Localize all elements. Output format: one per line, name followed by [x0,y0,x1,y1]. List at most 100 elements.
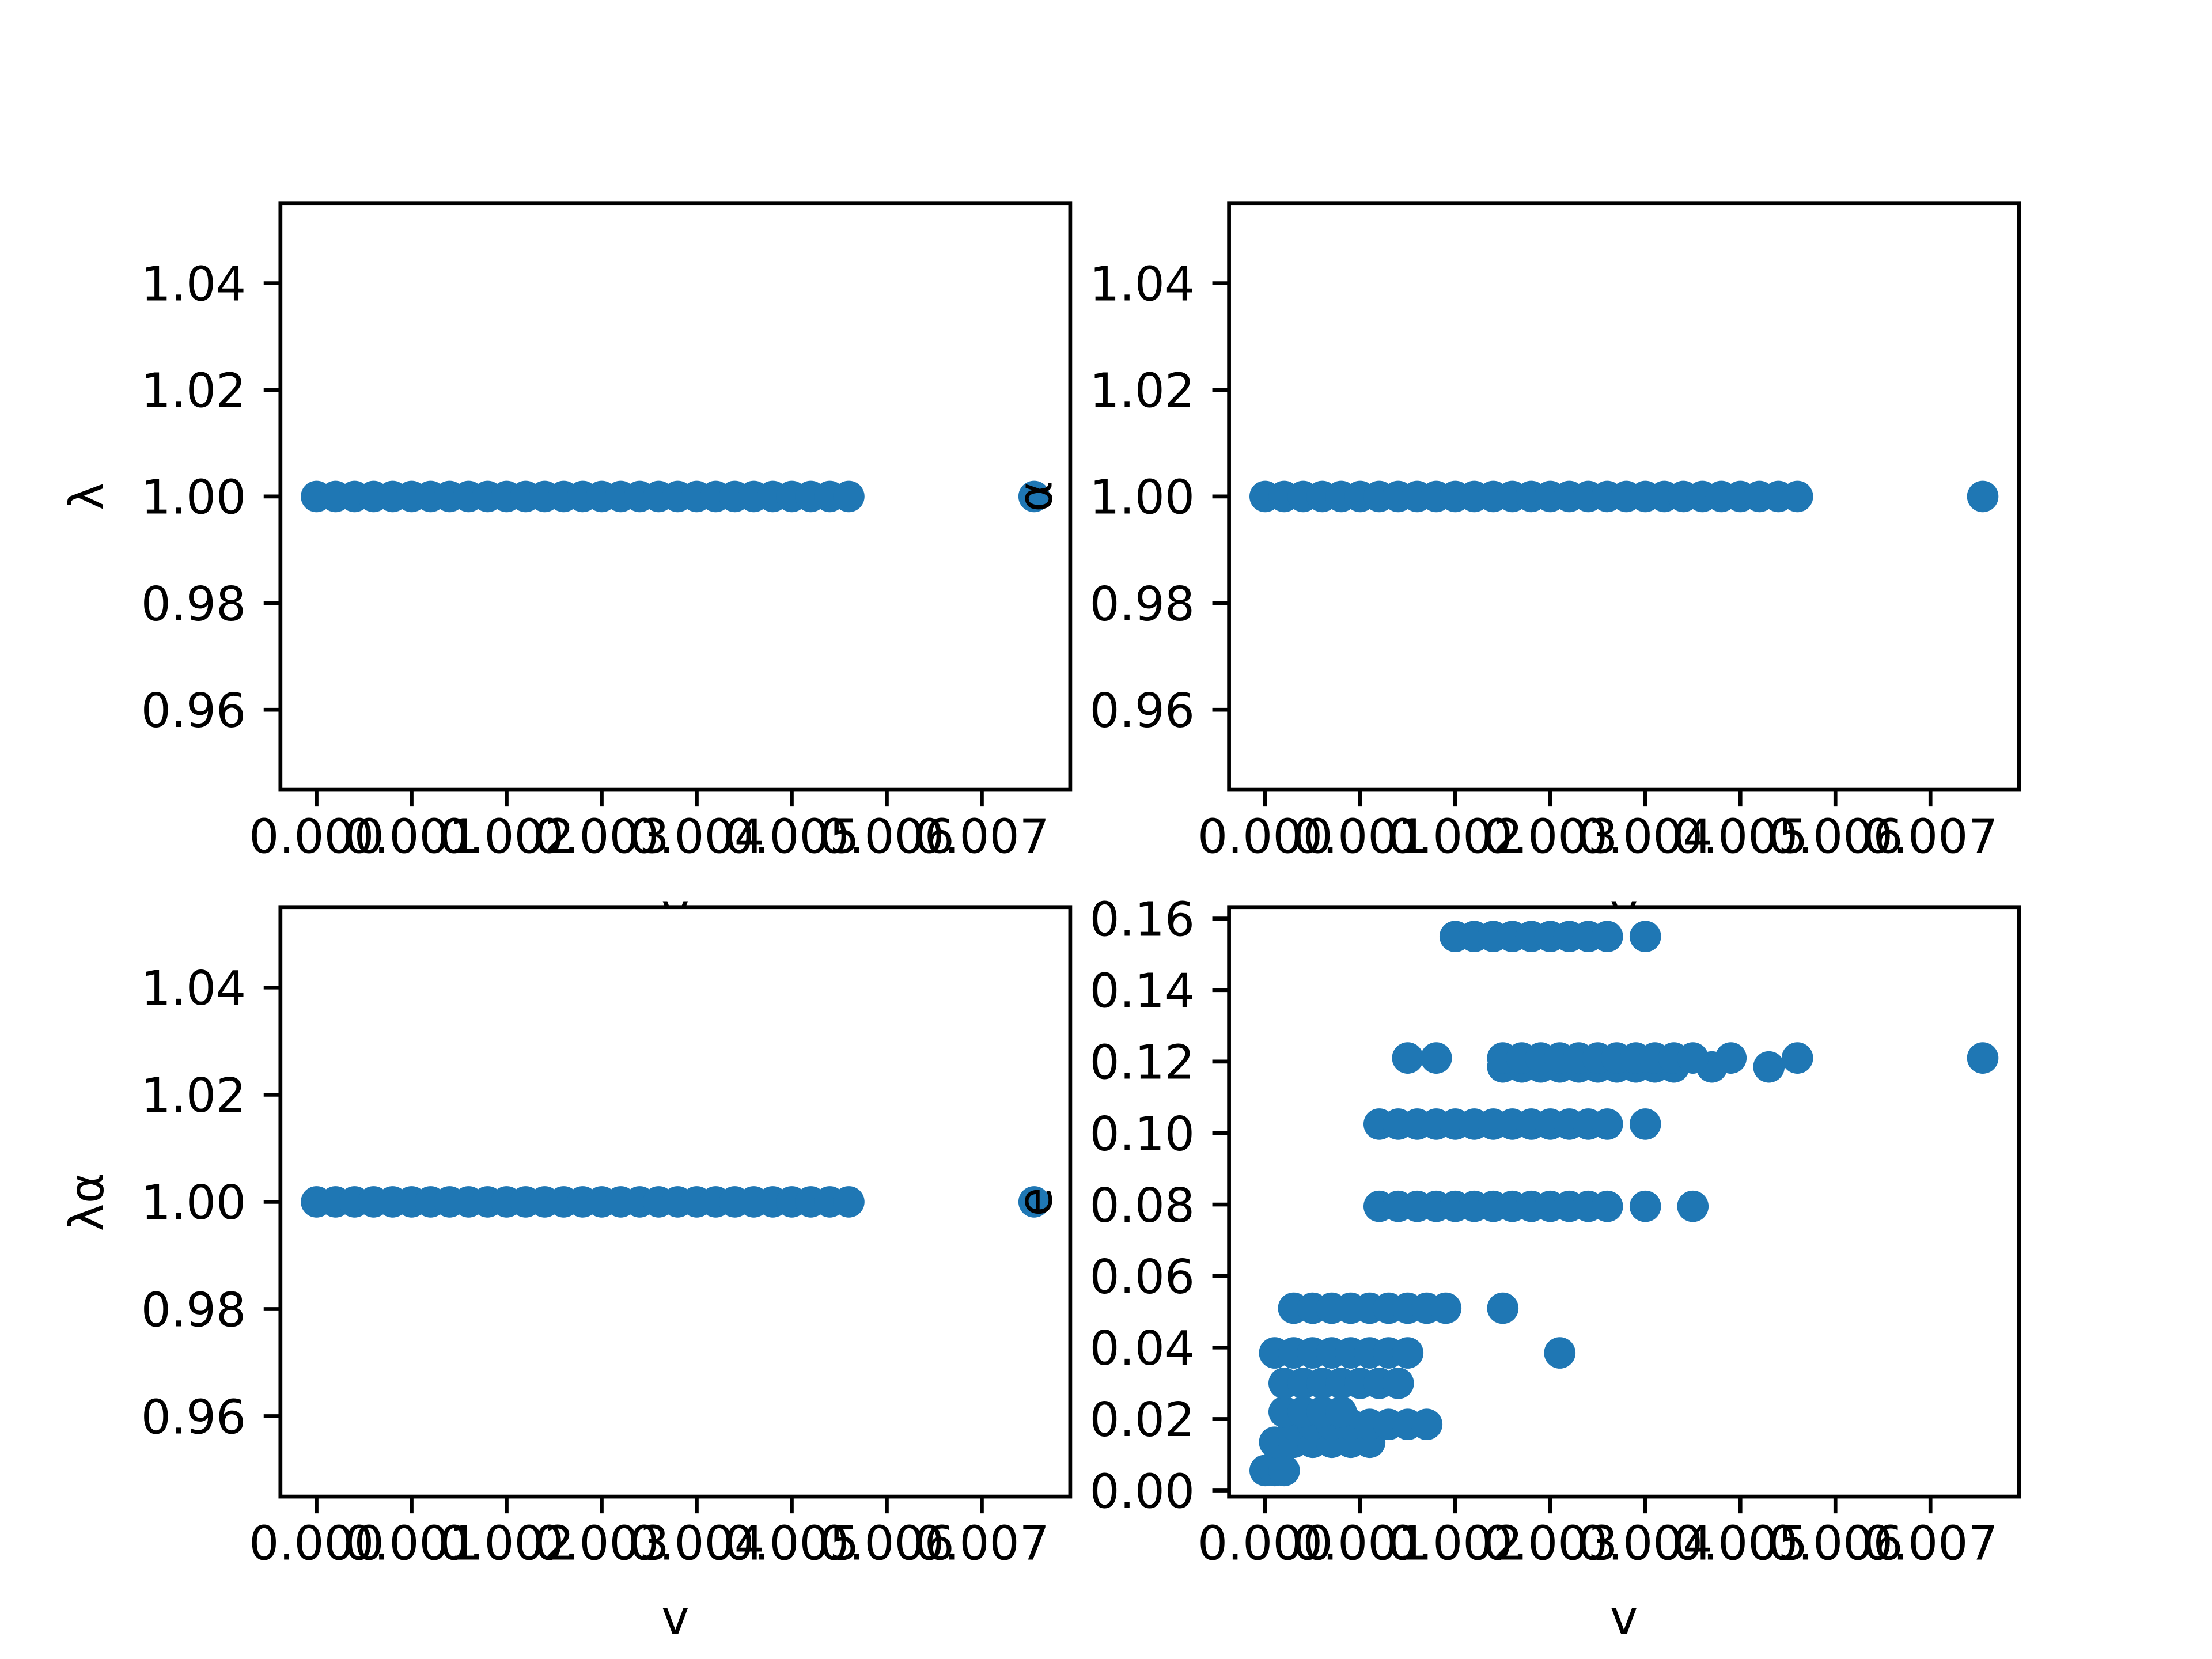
x-tick-label: 0.001 [1293,1516,1428,1571]
point [1629,1108,1661,1140]
y-axis-label: e [1009,1187,1063,1216]
point [1629,921,1661,952]
y-tick-label: 1.02 [141,1069,246,1123]
x-tick-label: 0.005 [724,1516,859,1571]
points [1249,921,1999,1487]
x-tick-label: 0.001 [344,1516,479,1571]
point [1420,1042,1452,1074]
point [1392,1042,1424,1074]
x-tick-label: 0.004 [1578,809,1713,864]
y-tick-label: 1.00 [1090,471,1195,525]
x-tick-label: 0.005 [724,809,859,864]
y-tick-label: 1.04 [1090,257,1195,312]
subplot: 0.0000.0010.0020.0030.0040.0050.0060.007… [60,905,1073,1646]
y-tick-label: 1.04 [141,961,246,1016]
x-tick-label: 0.004 [629,1516,764,1571]
y-tick-label: 0.14 [1090,964,1195,1019]
point [1411,1408,1443,1441]
subplot: 0.0000.0010.0020.0030.0040.0050.0060.007… [60,201,1073,939]
axes-frame [1227,905,2021,1499]
y-tick-label: 0.98 [1090,577,1195,632]
x-tick-label: 0.006 [819,1516,955,1571]
point [1629,1190,1661,1222]
point [1487,1292,1519,1324]
x-tick-label: 0.006 [1768,1516,1903,1571]
point [833,1186,865,1218]
point [1392,1337,1424,1369]
x-axis-label: v [1610,1591,1638,1646]
points [301,1186,1050,1218]
y-tick-label: 0.04 [1090,1321,1195,1376]
point [833,480,865,513]
points [1249,480,1999,513]
point [1677,1190,1709,1222]
x-tick-label: 0.005 [1673,1516,1808,1571]
y-tick-label: 1.00 [141,1176,246,1230]
x-tick-label: 0.007 [1863,809,1998,864]
y-tick-label: 0.16 [1090,892,1195,947]
point [1268,1455,1300,1487]
x-tick-label: 0.007 [914,1516,1050,1571]
y-tick-label: 0.12 [1090,1036,1195,1090]
y-tick-label: 0.06 [1090,1250,1195,1305]
y-tick-label: 1.04 [141,257,246,312]
y-axis-label: λα [60,1172,115,1232]
point [1677,1042,1709,1074]
point [1382,1368,1414,1399]
y-tick-label: 0.02 [1090,1393,1195,1448]
x-axis-label: v [661,1591,690,1646]
x-tick-label: 0.006 [819,809,955,864]
point [1325,1396,1357,1428]
point [1430,1292,1462,1324]
y-tick-label: 1.02 [141,364,246,419]
x-tick-label: 0.003 [534,809,669,864]
y-tick-label: 1.02 [1090,364,1195,419]
x-tick-label: 0.002 [1388,809,1523,864]
y-tick-label: 0.08 [1090,1179,1195,1233]
points [301,480,1050,513]
point [1967,1042,1999,1074]
point [1591,1108,1623,1140]
x-tick-label: 0.003 [534,1516,669,1571]
x-tick-label: 0.000 [249,809,384,864]
point [1781,480,1813,513]
y-tick-label: 0.96 [1090,684,1195,738]
x-tick-label: 0.001 [344,809,479,864]
axes-frame [1227,201,2021,792]
y-tick-label: 1.00 [141,471,246,525]
axes-frame [278,201,1073,792]
point [1715,1042,1747,1074]
y-tick-label: 0.96 [141,1390,246,1445]
x-tick-label: 0.005 [1673,809,1808,864]
x-tick-label: 0.007 [914,809,1050,864]
x-tick-label: 0.004 [629,809,764,864]
point [1544,1337,1576,1369]
point [1753,1051,1785,1083]
x-tick-label: 0.006 [1768,809,1903,864]
x-tick-label: 0.002 [1388,1516,1523,1571]
x-tick-label: 0.004 [1578,1516,1713,1571]
subplot: 0.0000.0010.0020.0030.0040.0050.0060.007… [1009,892,2021,1646]
y-axis-label: λ [60,483,115,511]
y-tick-label: 0.98 [141,577,246,632]
x-tick-label: 0.007 [1863,1516,1998,1571]
point [1591,921,1623,952]
x-tick-label: 0.001 [1293,809,1428,864]
point [1781,1042,1813,1074]
x-tick-label: 0.000 [249,1516,384,1571]
x-tick-label: 0.003 [1483,809,1618,864]
subplot: 0.0000.0010.0020.0030.0040.0050.0060.007… [1009,201,2021,939]
x-tick-label: 0.002 [439,1516,574,1571]
x-tick-label: 0.000 [1198,809,1333,864]
point [1018,480,1050,513]
axes-frame [278,905,1073,1499]
y-tick-label: 0.00 [1090,1464,1195,1519]
y-tick-label: 0.10 [1090,1107,1195,1162]
point [1591,1190,1623,1222]
y-tick-label: 0.98 [141,1283,246,1338]
y-axis-label: α [1009,481,1063,512]
y-tick-label: 0.96 [141,684,246,738]
point [1018,1186,1050,1218]
x-tick-label: 0.000 [1198,1516,1333,1571]
